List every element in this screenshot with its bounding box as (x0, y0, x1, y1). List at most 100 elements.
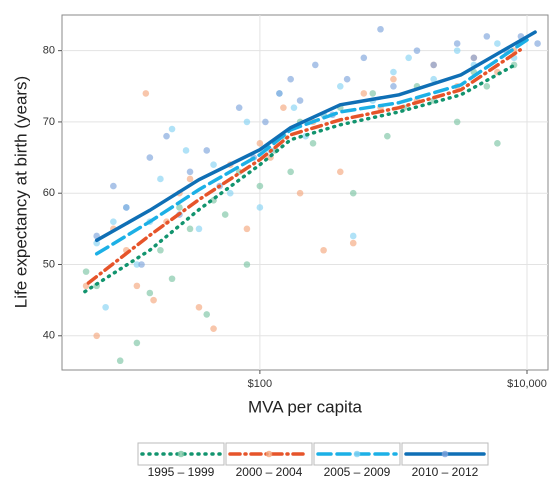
point (309, 140, 317, 147)
point (168, 125, 176, 133)
point (390, 75, 397, 83)
point (182, 147, 190, 154)
point (483, 33, 491, 40)
point (133, 339, 141, 347)
point (186, 225, 194, 233)
point (453, 118, 461, 126)
y-tick-label: 50 (43, 258, 55, 270)
point (377, 25, 384, 33)
point (384, 132, 391, 140)
legend-dot (441, 450, 449, 458)
point (470, 54, 478, 62)
point (290, 104, 298, 111)
legend-label: 1995 – 1999 (148, 465, 215, 479)
point (276, 90, 283, 97)
point (320, 246, 327, 254)
point (349, 189, 357, 197)
y-axis-title: Life expectancy at birth (years) (11, 76, 30, 308)
point (203, 311, 211, 318)
point (256, 204, 264, 211)
point (146, 154, 154, 161)
point (483, 82, 491, 90)
x-axis-title: MVA per capita (248, 397, 363, 416)
point (453, 47, 461, 54)
point (494, 40, 501, 47)
trend-line (86, 48, 522, 285)
point (168, 275, 176, 283)
legend-dot (353, 450, 361, 458)
point (133, 261, 141, 268)
point (226, 189, 234, 197)
point (150, 296, 157, 304)
point (235, 104, 243, 111)
point (176, 204, 183, 211)
point (186, 175, 194, 183)
point (349, 239, 357, 247)
point (349, 232, 357, 240)
point (312, 61, 319, 69)
point (296, 189, 304, 197)
point (133, 282, 141, 290)
point (336, 82, 344, 90)
point (93, 332, 100, 340)
point (195, 225, 203, 233)
y-tick-label: 40 (43, 330, 55, 342)
point (157, 175, 164, 183)
point (243, 225, 251, 233)
point (405, 54, 412, 62)
legend-dot (265, 450, 273, 458)
point (534, 40, 541, 47)
point (453, 40, 461, 47)
point (256, 182, 264, 190)
legend-label: 2005 – 2009 (324, 465, 391, 479)
point (163, 132, 170, 140)
point (369, 90, 377, 97)
point (221, 211, 229, 218)
point (102, 303, 109, 311)
point (142, 90, 150, 97)
point (138, 261, 145, 268)
point (430, 75, 437, 83)
point (430, 61, 437, 69)
point (280, 104, 287, 111)
point (93, 239, 100, 247)
point (110, 218, 117, 226)
point (287, 75, 294, 83)
point (390, 82, 397, 90)
trend-line (94, 30, 537, 243)
point (336, 168, 344, 176)
point (116, 357, 124, 365)
point (203, 147, 211, 154)
point (343, 75, 351, 83)
point (146, 289, 154, 297)
x-tick-label: $10,000 (507, 378, 547, 390)
point (210, 161, 217, 168)
trend-line (94, 38, 529, 256)
point (82, 268, 90, 275)
plot-area (61, 14, 549, 371)
trend-line (83, 63, 517, 294)
legend-dot (177, 450, 185, 458)
legend-label: 2010 – 2012 (412, 465, 479, 479)
point (256, 140, 264, 147)
point (186, 168, 194, 176)
x-tick-label: $100 (248, 378, 272, 390)
y-tick-label: 60 (43, 187, 55, 199)
point (210, 325, 217, 332)
point (413, 47, 421, 54)
y-tick-label: 70 (43, 116, 55, 128)
point (195, 303, 203, 311)
legend-label: 2000 – 2004 (236, 465, 303, 479)
y-tick-label: 80 (43, 45, 55, 57)
point (110, 182, 117, 190)
point (243, 118, 251, 126)
point (262, 118, 269, 126)
point (494, 140, 501, 147)
point (296, 97, 304, 104)
point (287, 168, 294, 176)
point (243, 261, 251, 268)
point (123, 204, 130, 211)
point (390, 68, 397, 76)
point (360, 54, 368, 62)
point (157, 246, 164, 254)
